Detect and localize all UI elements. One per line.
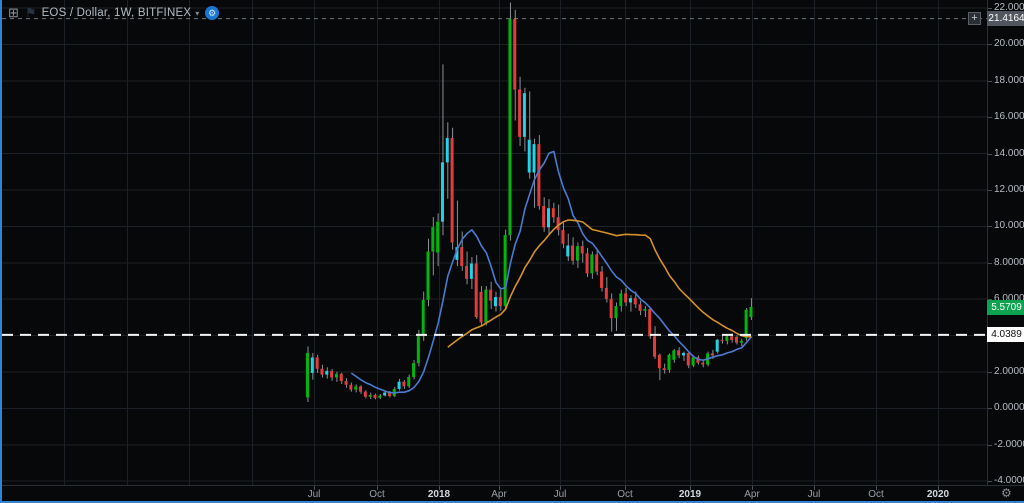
add-alert-plus-button[interactable]: + (968, 12, 981, 26)
chart-header: ⊞ ⚑ EOS / Dollar, 1W, BITFINEX ▾ ⚙ (8, 3, 220, 23)
time-tick (876, 486, 877, 490)
price-axis-label: 8.0000 (994, 256, 1024, 268)
time-tick (938, 486, 939, 490)
time-axis-label: Oct (617, 489, 633, 500)
price-chart-plot-area[interactable] (2, 0, 987, 485)
chart-settings-button[interactable]: ⚙ (205, 6, 220, 20)
chevron-down-icon: ▾ (195, 8, 200, 18)
price-axis-label: 22.0000 (994, 2, 1024, 13)
price-axis-label: 20.0000 (994, 38, 1024, 50)
time-tick (752, 486, 753, 490)
price-tick (988, 262, 992, 264)
price-tick (988, 80, 992, 82)
time-axis[interactable]: Jul Oct 2018 Apr Jul Oct 2019 Apr Jul Oct 2020 (2, 485, 1024, 501)
price-axis-label: 0.0000 (994, 402, 1024, 414)
time-axis-label: 2020 (926, 489, 950, 500)
time-tick (625, 486, 626, 490)
gear-icon: ⚙ (208, 8, 217, 18)
symbol-title[interactable]: EOS / Dollar, 1W, BITFINEX (41, 7, 192, 19)
price-tick (988, 190, 992, 191)
time-tick (314, 486, 315, 490)
time-axis-label: Oct (868, 489, 884, 500)
axis-settings-gear-icon[interactable]: ⚙ (1001, 486, 1012, 500)
level-price-badge: 4.0389 (987, 327, 1024, 343)
time-axis-label: Jul (553, 489, 567, 500)
price-tick (988, 117, 992, 119)
candlestick-canvas (2, 0, 987, 485)
price-tick (988, 408, 992, 410)
time-axis-label: 2019 (678, 489, 702, 500)
time-tick (377, 486, 378, 490)
price-axis-label: 10.0000 (994, 220, 1024, 232)
price-tick (988, 153, 992, 155)
price-tick (988, 44, 992, 46)
price-tick (988, 444, 992, 446)
price-tick (988, 8, 992, 9)
time-axis-label: Oct (369, 489, 385, 500)
last-price-badge: 5.5709 (987, 299, 1024, 315)
time-tick (814, 486, 815, 490)
time-axis-label: Jul (307, 489, 321, 500)
time-axis-label: Apr (744, 489, 760, 500)
price-axis-label: 18.0000 (994, 74, 1024, 86)
flag-icon[interactable]: ⚑ (24, 5, 37, 20)
grid-layout-icon[interactable]: ⊞ (8, 5, 19, 20)
high-price-badge: 21.4164 (987, 11, 1024, 27)
time-tick (690, 486, 691, 490)
price-axis-label: 2.0000 (994, 366, 1024, 377)
time-axis-label: 2018 (427, 489, 451, 500)
price-axis[interactable]: 22.0000 20.0000 18.0000 16.0000 14.0000 12.00… (987, 0, 1024, 487)
time-tick (499, 486, 500, 490)
time-axis-label: Apr (491, 489, 507, 500)
price-axis-label: -4.0000 (994, 475, 1024, 487)
price-axis-label: 14.0000 (994, 147, 1024, 159)
price-axis-label: 6.0000 (988, 293, 1024, 305)
time-tick (439, 486, 440, 490)
price-axis-label: -2.0000 (994, 438, 1024, 450)
time-tick (560, 486, 561, 490)
price-axis-label: 16.0000 (994, 111, 1024, 123)
price-tick (988, 481, 992, 483)
price-axis-label: 12.0000 (994, 184, 1024, 195)
time-axis-label: Jul (807, 489, 821, 500)
price-tick (988, 372, 992, 373)
price-tick (988, 226, 992, 228)
